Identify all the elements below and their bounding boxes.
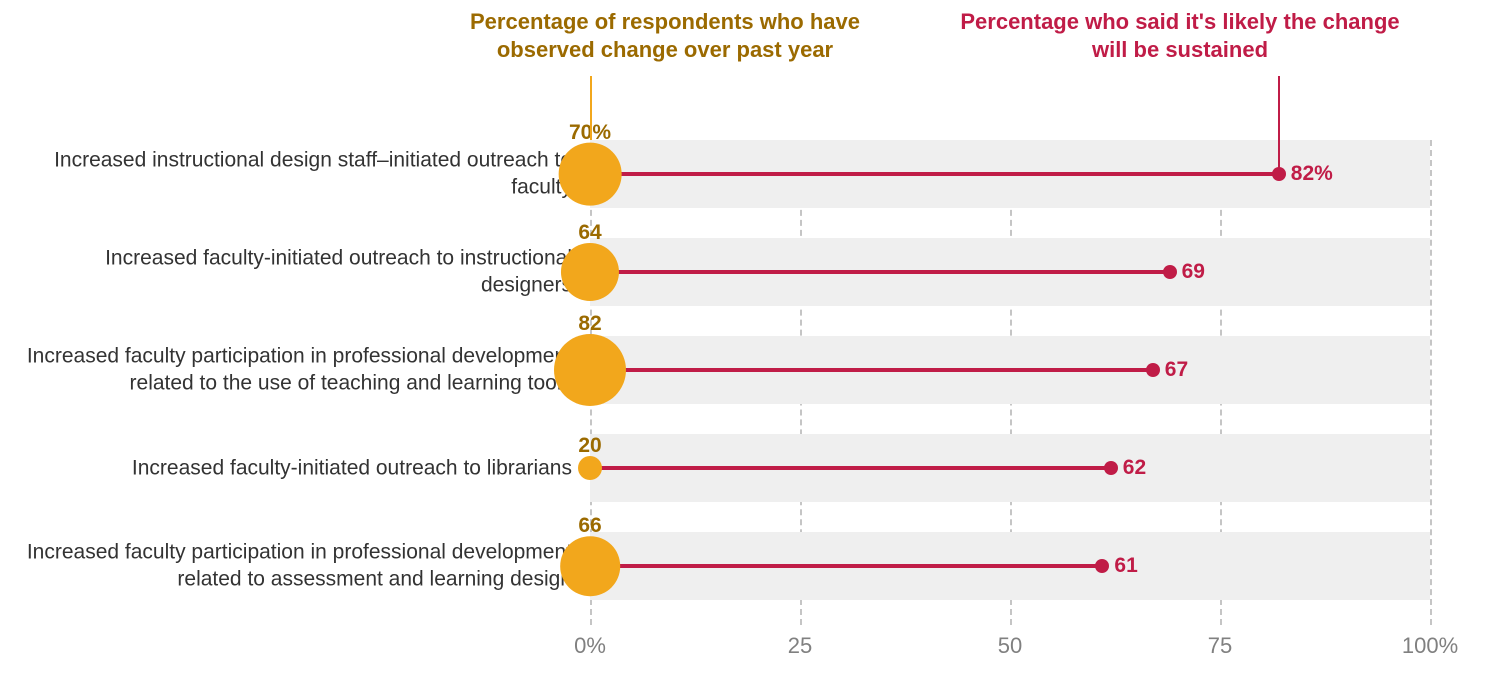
x-axis-tick-label: 75 (1208, 633, 1232, 659)
sustained-line (590, 172, 1279, 176)
observed-bubble (578, 456, 602, 480)
sustained-dot (1104, 461, 1118, 475)
observed-value-label: 82 (578, 312, 601, 336)
chart-row: Increased instructional design staff–ini… (590, 140, 1430, 208)
x-axis-tick-label: 25 (788, 633, 812, 659)
sustained-dot (1163, 265, 1177, 279)
chart-row: Increased faculty-initiated outreach to … (590, 238, 1430, 306)
sustained-value-label: 62 (1123, 456, 1146, 480)
sustained-value-label: 82% (1291, 162, 1333, 186)
x-axis-tick-label: 0% (574, 633, 606, 659)
observed-value-label: 64 (578, 221, 601, 245)
observed-bubble (554, 334, 626, 406)
sustained-line (590, 368, 1153, 372)
sustained-line (590, 564, 1102, 568)
row-label: Increased faculty-initiated outreach to … (20, 245, 590, 300)
sustained-value-label: 67 (1165, 358, 1188, 382)
sustained-value-label: 61 (1114, 554, 1137, 578)
chart-row: Increased faculty-initiated outreach to … (590, 434, 1430, 502)
observed-value-label: 66 (578, 514, 601, 538)
observed-bubble (561, 243, 619, 301)
sustained-dot (1095, 559, 1109, 573)
grid-line (1430, 140, 1432, 625)
observed-bubble (560, 536, 620, 596)
chart-row: Increased faculty participation in profe… (590, 336, 1430, 404)
sustained-line (590, 466, 1111, 470)
sustained-dot (1146, 363, 1160, 377)
x-axis-tick-label: 50 (998, 633, 1022, 659)
survey-lollipop-chart: 0% 25 50 75 100% Increased instructional desi… (0, 0, 1500, 680)
sustained-line (590, 270, 1170, 274)
x-axis-tick-label: 100% (1402, 633, 1458, 659)
legend-sustained: Percentage who said it's likely the chan… (940, 8, 1420, 63)
sustained-value-label: 69 (1182, 260, 1205, 284)
chart-row: Increased faculty participation in profe… (590, 532, 1430, 600)
legend-connector-observed (590, 76, 592, 140)
plot-area: 0%255075100%Increased instructional desi… (590, 140, 1430, 625)
legend-observed: Percentage of respondents who have obser… (440, 8, 890, 63)
row-label: Increased faculty participation in profe… (20, 343, 590, 398)
row-label: Increased faculty-initiated outreach to … (20, 454, 590, 481)
observed-value-label: 20 (578, 434, 601, 458)
legend-connector-sustained (1278, 76, 1280, 178)
observed-bubble (559, 143, 622, 206)
row-label: Increased faculty participation in profe… (20, 539, 590, 594)
row-label: Increased instructional design staff–ini… (20, 147, 590, 202)
